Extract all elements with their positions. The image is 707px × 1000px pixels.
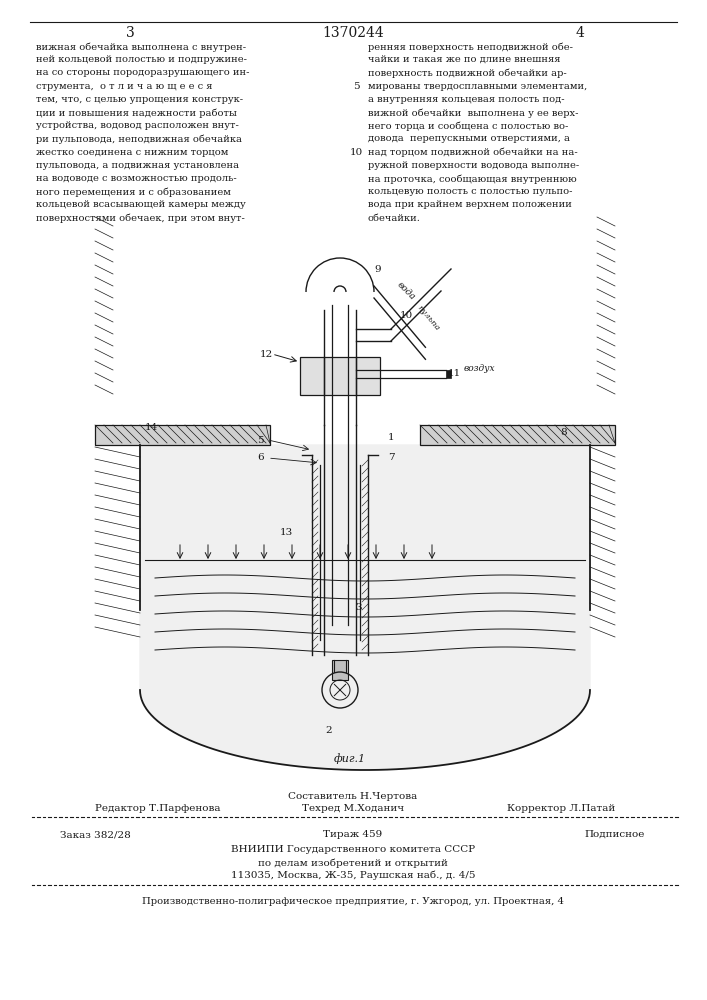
Text: 3: 3 (126, 26, 134, 40)
Text: ружной поверхности водовода выполне-: ружной поверхности водовода выполне- (368, 161, 579, 170)
Text: кольцевую полость с полостью пульпо-: кольцевую полость с полостью пульпо- (368, 187, 573, 196)
Text: 13: 13 (280, 528, 293, 537)
Polygon shape (140, 445, 590, 770)
Text: по делам изобретений и открытий: по делам изобретений и открытий (258, 858, 448, 867)
Bar (95, 425, 270, 445)
Bar (446, 370, 451, 378)
Text: ней кольцевой полостью и подпружине-: ней кольцевой полостью и подпружине- (36, 55, 247, 64)
Text: вижная обечайка выполнена с внутрен-: вижная обечайка выполнена с внутрен- (36, 42, 246, 51)
Text: кольцевой всасывающей камеры между: кольцевой всасывающей камеры между (36, 200, 246, 209)
Text: 8: 8 (560, 428, 566, 437)
Text: 1: 1 (388, 433, 395, 442)
Text: ри пульповода, неподвижная обечайка: ри пульповода, неподвижная обечайка (36, 134, 242, 144)
Text: 5: 5 (257, 436, 264, 445)
Text: обечайки.: обечайки. (368, 214, 421, 223)
Text: Корректор Л.Патай: Корректор Л.Патай (507, 804, 615, 813)
Text: Составитель Н.Чертова: Составитель Н.Чертова (288, 792, 418, 801)
Text: вода при крайнем верхнем положении: вода при крайнем верхнем положении (368, 200, 572, 209)
Text: вода: вода (395, 280, 416, 302)
Text: чайки и такая же по длине внешняя: чайки и такая же по длине внешняя (368, 55, 561, 64)
Text: а внутренняя кольцевая полость под-: а внутренняя кольцевая полость под- (368, 95, 565, 104)
Text: на водоводе с возможностью продоль-: на водоводе с возможностью продоль- (36, 174, 237, 183)
Text: 11: 11 (448, 369, 461, 378)
Text: пульпа: пульпа (415, 303, 440, 332)
Text: 7: 7 (388, 453, 395, 462)
Text: фиг.1: фиг.1 (334, 753, 366, 764)
Text: 113035, Москва, Ж-35, Раушская наб., д. 4/5: 113035, Москва, Ж-35, Раушская наб., д. … (230, 871, 475, 880)
Bar (300, 357, 380, 395)
Text: устройства, водовод расположен внут-: устройства, водовод расположен внут- (36, 121, 239, 130)
Text: на проточка, сообщающая внутреннюю: на проточка, сообщающая внутреннюю (368, 174, 577, 184)
Text: Заказ 382/28: Заказ 382/28 (60, 830, 131, 839)
Text: Техред М.Ходанич: Техред М.Ходанич (302, 804, 404, 813)
Text: 14: 14 (145, 423, 158, 432)
Text: 1370244: 1370244 (322, 26, 384, 40)
Text: струмента,  о т л и ч а ю щ е е с я: струмента, о т л и ч а ю щ е е с я (36, 82, 213, 91)
Text: ного перемещения и с образованием: ного перемещения и с образованием (36, 187, 231, 197)
Text: 12: 12 (260, 350, 273, 359)
Text: 5: 5 (353, 82, 359, 91)
Text: ВНИИПИ Государственного комитета СССР: ВНИИПИ Государственного комитета СССР (231, 845, 475, 854)
Text: жестко соединена с нижним торцом: жестко соединена с нижним торцом (36, 148, 228, 157)
Text: 2: 2 (325, 726, 332, 735)
Text: 4: 4 (575, 26, 585, 40)
Bar (332, 660, 348, 680)
Text: Производственно-полиграфическое предприятие, г. Ужгород, ул. Проектная, 4: Производственно-полиграфическое предприя… (142, 897, 564, 906)
Text: Подписное: Подписное (585, 830, 645, 839)
Text: поверхность подвижной обечайки ар-: поверхность подвижной обечайки ар- (368, 68, 567, 78)
Text: поверхностями обечаек, при этом внут-: поверхностями обечаек, при этом внут- (36, 214, 245, 223)
Text: мированы твердосплавными элементами,: мированы твердосплавными элементами, (368, 82, 588, 91)
Text: 10: 10 (400, 311, 414, 320)
Text: 9: 9 (374, 265, 380, 274)
Text: над торцом подвижной обечайки на на-: над торцом подвижной обечайки на на- (368, 148, 578, 157)
Text: 3: 3 (355, 603, 361, 612)
Text: него торца и сообщена с полостью во-: него торца и сообщена с полостью во- (368, 121, 568, 131)
Text: пульповода, а подвижная установлена: пульповода, а подвижная установлена (36, 161, 239, 170)
Text: вижной обечайки  выполнена у ее верх-: вижной обечайки выполнена у ее верх- (368, 108, 578, 117)
Text: 10: 10 (349, 148, 363, 157)
Text: ренняя поверхность неподвижной обе-: ренняя поверхность неподвижной обе- (368, 42, 573, 51)
Text: воздух: воздух (464, 364, 496, 373)
Text: ции и повышения надежности работы: ции и повышения надежности работы (36, 108, 237, 117)
Text: довода  перепускными отверстиями, а: довода перепускными отверстиями, а (368, 134, 570, 143)
Text: на со стороны породоразрушающего ин-: на со стороны породоразрушающего ин- (36, 68, 250, 77)
Text: Тираж 459: Тираж 459 (323, 830, 382, 839)
Text: 6: 6 (257, 453, 264, 462)
Text: тем, что, с целью упрощения конструк-: тем, что, с целью упрощения конструк- (36, 95, 243, 104)
Bar (420, 425, 615, 445)
Text: Редактор Т.Парфенова: Редактор Т.Парфенова (95, 804, 221, 813)
